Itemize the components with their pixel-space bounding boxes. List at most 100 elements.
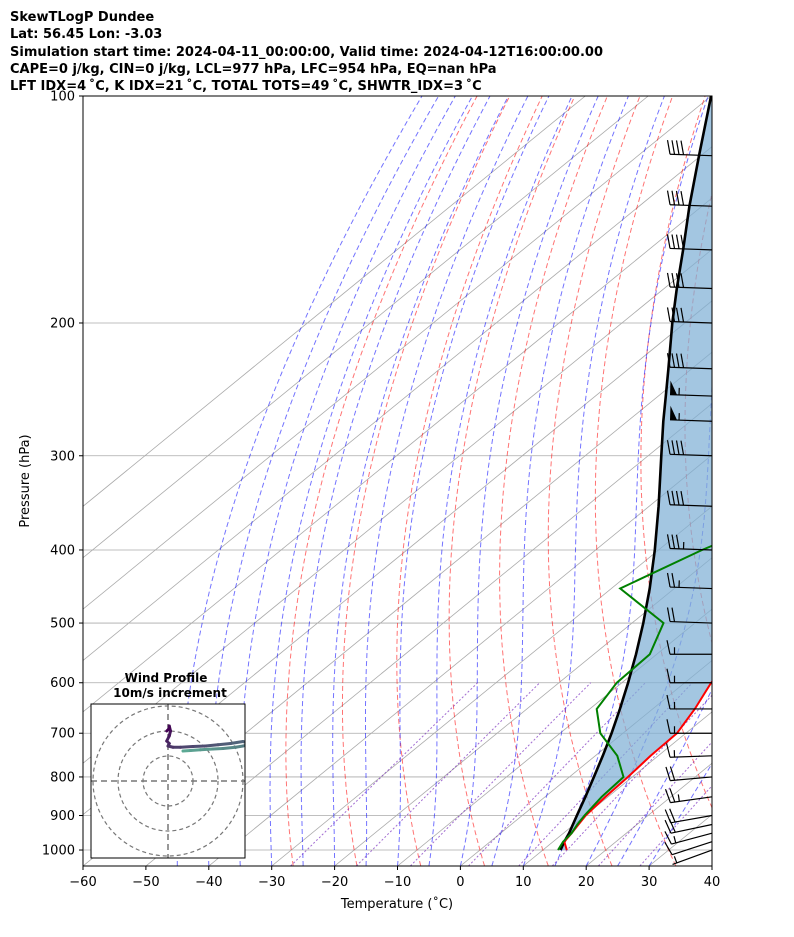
dry-adiabat-line [499,96,608,866]
wind-barb [670,405,713,422]
moist-adiabat-line [365,96,529,866]
isotherm-line [334,557,712,866]
x-tick-label: 20 [578,875,595,890]
isotherm-line [83,96,586,507]
wind-barb [666,140,713,157]
title-times: Simulation start time: 2024-04-11_00:00:… [10,44,603,60]
moist-adiabat-line [238,96,456,866]
hodograph-segment [241,743,245,748]
y-tick-label: 500 [50,617,75,632]
y-tick-label: 400 [50,543,75,558]
moist-adiabat-line [269,96,473,866]
y-tick-label: 300 [50,449,75,464]
wind-barb [666,307,713,324]
hodograph-frame [90,703,246,859]
x-tick-label: 40 [704,875,721,890]
cape-shaded-area [560,96,712,850]
wind-barb [666,490,713,507]
isotherm-line [83,197,712,713]
title-coordinates: Lat: 56.45 Lon: -3.03 [10,27,163,43]
moist-adiabat-line [300,96,491,866]
x-tick-label: −20 [321,875,348,890]
wind-barb [666,190,713,207]
hodograph-segment [199,747,215,752]
wind-barb [664,808,713,824]
x-tick-label: −50 [132,875,159,890]
wind-barb [666,719,712,734]
y-tick-label: 600 [50,676,75,691]
wind-barb [666,668,712,684]
wind-barb [666,272,713,290]
x-tick-label: −60 [69,875,96,890]
wind-barb [666,534,713,551]
x-tick-label: −10 [384,875,411,890]
mixing-ratio-line [468,682,646,866]
hodograph-ring [117,730,219,832]
x-tick-label: 10 [515,875,532,890]
wind-barb [666,607,713,624]
isotherm-line [523,711,712,866]
chart-header: SkewTLogP Dundee Lat: 56.45 Lon: -3.03 S… [10,9,603,95]
isotherm-line [145,403,712,866]
dry-adiabat-line [285,96,478,866]
isotherm-line [83,146,712,661]
hodograph-segment [189,748,202,752]
moist-adiabat-line [428,96,573,866]
moist-adiabat-line [332,96,509,866]
moist-adiabat-line [397,96,550,866]
hodograph-title: Wind Profile [125,671,208,685]
x-tick-label: 30 [641,875,658,890]
y-tick-label: 1000 [42,844,75,859]
y-axis-label: Pressure (hPa) [18,434,33,527]
y-tick-label: 800 [50,770,75,785]
dry-adiabat-line [341,96,511,866]
dry-adiabat-line [547,96,641,866]
isotherm-line [711,865,712,866]
dry-adiabat-line [448,96,576,866]
wind-barb [664,818,713,834]
hodograph-segment [179,745,195,749]
x-axis-label: Temperature (˚C) [340,896,453,912]
moist-adiabat-line [459,96,599,866]
dry-adiabat-line [769,96,794,866]
title-indices-line: LFT IDX=4 ˚C, K IDX=21 ˚C, TOTAL TOTS=49… [10,79,482,95]
mixing-ratio-line [639,785,712,866]
wind-barb [666,640,712,655]
moist-adiabat-line [491,96,629,866]
wind-barb [665,766,713,782]
x-tick-label: 0 [456,875,464,890]
hodograph-subtitle: 10m/s increment [113,686,227,700]
x-tick-label: −40 [195,875,222,890]
hodograph-segment [216,742,232,747]
hodograph-segment [191,744,207,748]
x-tick-label: −30 [258,875,285,890]
wind-barb [665,743,713,758]
wind-barb [666,234,713,251]
dry-adiabat-line [396,96,543,866]
mixing-ratio-line [598,741,712,866]
hodograph-segment [244,741,245,745]
wind-barb [666,694,712,710]
mixing-ratio-line [355,682,541,866]
mixing-ratio-line [410,682,592,866]
parcel-profile-line [559,96,712,851]
dry-adiabat-line [728,96,794,866]
wind-barb [666,440,713,457]
mixing-ratio-line [551,694,712,866]
wind-barb [664,788,713,804]
wind-barb [666,572,713,590]
wind-barb [664,831,713,845]
dewpoint-line [557,544,712,851]
isotherm-line [397,608,712,866]
wind-barb [666,353,713,370]
mixing-ratio-line [290,682,478,866]
isotherm-line [83,96,649,559]
y-tick-label: 100 [50,90,75,105]
hodograph-segment [229,740,245,745]
isotherm-line [83,96,712,610]
y-tick-label: 900 [50,809,75,824]
moist-adiabat-line [522,96,665,866]
dry-adiabat-line [594,96,677,866]
y-tick-label: 700 [50,727,75,742]
